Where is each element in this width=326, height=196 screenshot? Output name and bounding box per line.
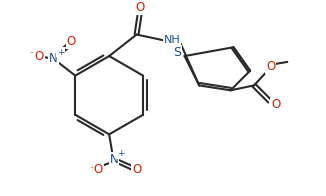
Text: O: O (136, 1, 145, 14)
Text: S: S (173, 46, 181, 59)
Text: O: O (132, 163, 141, 176)
Text: ⁻: ⁻ (30, 50, 35, 60)
Text: N: N (110, 153, 118, 166)
Text: O: O (35, 50, 44, 63)
Text: ⁻: ⁻ (89, 166, 94, 176)
Text: O: O (94, 163, 103, 176)
Text: N: N (49, 52, 58, 64)
Text: +: + (57, 48, 64, 57)
Text: +: + (117, 149, 125, 158)
Text: O: O (266, 60, 275, 73)
Text: NH: NH (163, 35, 180, 45)
Text: O: O (271, 98, 280, 112)
Text: O: O (67, 35, 76, 48)
